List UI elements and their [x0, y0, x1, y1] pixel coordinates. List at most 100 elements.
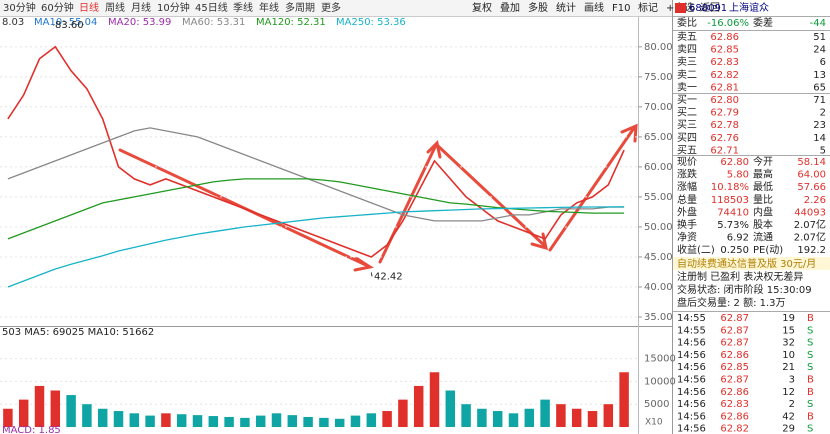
value: 74410 [717, 207, 749, 218]
toolbar-item[interactable]: 更多 [321, 1, 341, 14]
tick-volume: 42 [782, 411, 795, 422]
label: 最高 [753, 168, 773, 181]
ma-label: MA120: 52.31 [256, 17, 326, 28]
tick-volume: 12 [782, 387, 795, 398]
tick-side: B [807, 375, 814, 386]
toolbar-item[interactable]: 日线 [79, 1, 99, 14]
toolbar-item[interactable]: 10分钟 [157, 1, 190, 14]
volume-bar [366, 413, 377, 427]
volume-header: 503 MA5: 69025 MA10: 51662 [2, 327, 154, 338]
book-label: 卖三 [677, 56, 697, 68]
tick-side: S [807, 350, 813, 361]
label: 委比 [677, 16, 697, 29]
value: 5.73% [717, 220, 749, 231]
label: 外盘 [677, 205, 697, 218]
value: 44093 [794, 207, 826, 218]
tick-price: 62.83 [720, 399, 749, 410]
unit-tag: X10 [645, 418, 663, 428]
book-volume: 71 [813, 95, 826, 106]
note: 交易状态: 闭市阶段 15:30:09 [677, 283, 812, 296]
book-price: 62.80 [710, 95, 739, 106]
toolbar-item[interactable]: 月线 [131, 1, 151, 14]
volume-bar [492, 411, 503, 427]
book-label: 卖一 [677, 81, 697, 93]
label: 换手 [677, 218, 697, 231]
tick-side: S [807, 424, 813, 434]
tick-side: B [807, 313, 814, 324]
volume-bar [398, 399, 408, 427]
tick-time: 14:56 [677, 424, 706, 434]
tick-price: 62.87 [720, 325, 749, 336]
y-tick-label: 55.00 [644, 192, 673, 203]
volume-bar [587, 411, 598, 427]
price-line [7, 178, 625, 240]
tick-volume: 2 [789, 399, 795, 410]
toolbar-item[interactable]: 周线 [105, 1, 125, 14]
value: 118503 [711, 195, 749, 206]
label: 净资 [677, 231, 697, 244]
value: 0.250 [720, 245, 749, 256]
value: 64.00 [797, 170, 826, 181]
book-price: 62.76 [710, 133, 739, 144]
high-annotation: 83.60 [55, 20, 84, 31]
value: -44 [810, 18, 826, 29]
volume-bar [556, 404, 566, 427]
volume-bar [145, 415, 155, 427]
label: 最低 [753, 180, 773, 193]
value: 2.07亿 [794, 218, 826, 231]
price-line [7, 127, 625, 222]
volume-bar [255, 415, 266, 427]
y-tick-label: 40.00 [644, 282, 673, 293]
book-price: 62.83 [710, 57, 739, 68]
volume-bar [113, 411, 124, 427]
book-volume: 5 [820, 145, 826, 156]
volume-bar [240, 417, 250, 427]
toolbar-button[interactable]: 返回 [700, 2, 720, 14]
tick-price: 62.87 [720, 375, 749, 386]
value: 6.92 [727, 233, 749, 244]
toolbar-button[interactable]: 统计 [556, 1, 576, 14]
label: PE(动) [753, 244, 783, 256]
volume-bar [208, 416, 219, 427]
toolbar-button[interactable]: 多股 [528, 1, 548, 14]
toolbar-item[interactable]: 30分钟 [3, 1, 36, 14]
volume-bar [540, 399, 550, 427]
book-label: 买五 [677, 144, 697, 156]
toolbar-item[interactable]: 年线 [259, 1, 279, 14]
y-tick-label: 80.00 [644, 42, 673, 53]
tick-price: 62.87 [720, 338, 749, 349]
tick-time: 14:56 [677, 362, 706, 373]
toolbar-item[interactable]: 60分钟 [41, 1, 74, 14]
toolbar-button[interactable]: F10 [612, 3, 630, 14]
volume-bar [18, 399, 29, 427]
volume-bar [224, 416, 234, 427]
toolbar-item[interactable]: 多周期 [285, 1, 315, 14]
tick-price: 62.87 [720, 313, 749, 324]
code-badge [675, 3, 686, 13]
tick-time: 14:55 [677, 313, 706, 324]
y-tick-label: 50.00 [644, 222, 673, 233]
label: 收益(二) [677, 243, 715, 256]
toolbar-button[interactable]: 叠加 [500, 2, 520, 14]
toolbar-item[interactable]: 45日线 [195, 1, 228, 14]
toolbar-button[interactable]: 画线 [584, 1, 604, 14]
label: 量比 [753, 194, 773, 206]
tick-price: 62.86 [720, 350, 749, 361]
toolbar-button[interactable]: 标记 [638, 2, 658, 14]
banner[interactable]: 自动续费通达信普及版 30元/月 [677, 257, 816, 270]
label: 涨跌 [677, 168, 697, 181]
book-volume: 51 [813, 32, 826, 43]
value: 5.80 [727, 170, 749, 181]
toolbar-item[interactable]: 季线 [233, 1, 253, 14]
toolbar-button[interactable]: 复权 [472, 1, 492, 14]
value: 2.26 [804, 195, 826, 206]
tick-price: 62.82 [720, 424, 749, 434]
tick-volume: 29 [782, 424, 795, 434]
book-volume: 23 [813, 120, 826, 131]
volume-bar [50, 390, 61, 427]
book-volume: 2 [820, 108, 826, 119]
volume-bar [334, 418, 345, 427]
book-price: 62.85 [710, 45, 739, 56]
volume-bar [82, 404, 92, 427]
